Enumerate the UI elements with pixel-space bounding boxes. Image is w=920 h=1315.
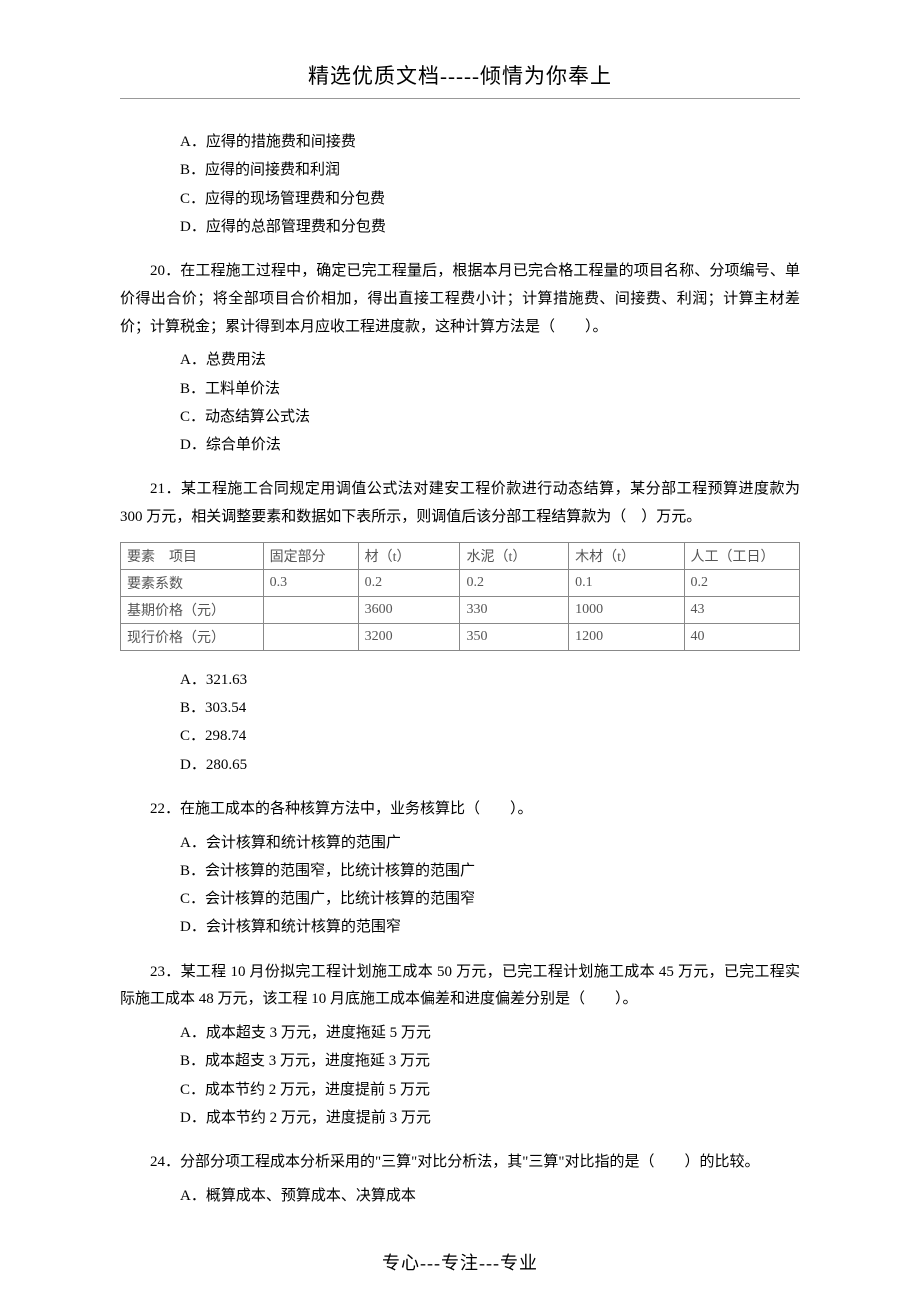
table-row: 现行价格（元） 3200 350 1200 40: [121, 623, 800, 650]
q20-option-c: C．动态结算公式法: [180, 404, 800, 430]
q23-option-d: D．成本节约 2 万元，进度提前 3 万元: [180, 1105, 800, 1131]
table-cell: 3600: [358, 596, 460, 623]
q22-option-b: B．会计核算的范围窄，比统计核算的范围广: [180, 858, 800, 884]
table-cell: 1200: [569, 623, 684, 650]
q24-option-a: A．概算成本、预算成本、决算成本: [180, 1183, 800, 1209]
q19-option-b: B．应得的间接费和利润: [180, 157, 800, 183]
q20-option-b: B．工料单价法: [180, 376, 800, 402]
q23-option-b: B．成本超支 3 万元，进度拖延 3 万元: [180, 1048, 800, 1074]
q19-option-d: D．应得的总部管理费和分包费: [180, 214, 800, 240]
q20-option-d: D．综合单价法: [180, 432, 800, 458]
table-cell: 基期价格（元）: [121, 596, 264, 623]
q24-options: A．概算成本、预算成本、决算成本: [180, 1183, 800, 1209]
table-cell: 40: [684, 623, 799, 650]
table-row: 要素 项目 固定部分 材（t） 水泥（t） 木材（t） 人工（工日）: [121, 542, 800, 569]
table-cell: 固定部分: [263, 542, 358, 569]
table-cell: 43: [684, 596, 799, 623]
q22-options: A．会计核算和统计核算的范围广 B．会计核算的范围窄，比统计核算的范围广 C．会…: [180, 830, 800, 941]
q23-options: A．成本超支 3 万元，进度拖延 5 万元 B．成本超支 3 万元，进度拖延 3…: [180, 1020, 800, 1131]
table-cell: 0.1: [569, 569, 684, 596]
q19-option-a: A．应得的措施费和间接费: [180, 129, 800, 155]
q22-text: 22．在施工成本的各种核算方法中，业务核算比（ ）。: [120, 796, 800, 824]
page-footer: 专心---专注---专业: [120, 1249, 800, 1275]
table-cell: 材（t）: [358, 542, 460, 569]
page-header: 精选优质文档-----倾情为你奉上: [120, 60, 800, 99]
table-row: 基期价格（元） 3600 330 1000 43: [121, 596, 800, 623]
table-row: 要素系数 0.3 0.2 0.2 0.1 0.2: [121, 569, 800, 596]
q21-text: 21．某工程施工合同规定用调值公式法对建安工程价款进行动态结算，某分部工程预算进…: [120, 476, 800, 532]
q22-option-c: C．会计核算的范围广，比统计核算的范围窄: [180, 886, 800, 912]
q23-option-c: C．成本节约 2 万元，进度提前 5 万元: [180, 1077, 800, 1103]
table-cell: 350: [460, 623, 569, 650]
table-cell: 水泥（t）: [460, 542, 569, 569]
table-cell: 0.2: [358, 569, 460, 596]
q23-text: 23．某工程 10 月份拟完工程计划施工成本 50 万元，已完工程计划施工成本 …: [120, 959, 800, 1015]
q20-text: 20．在工程施工过程中，确定已完工程量后，根据本月已完合格工程量的项目名称、分项…: [120, 258, 800, 341]
table-cell: 330: [460, 596, 569, 623]
document-page: 精选优质文档-----倾情为你奉上 A．应得的措施费和间接费 B．应得的间接费和…: [0, 0, 920, 1315]
table-cell: 0.2: [684, 569, 799, 596]
q21-option-c: C．298.74: [180, 723, 800, 749]
q20-option-a: A．总费用法: [180, 347, 800, 373]
q21-option-b: B．303.54: [180, 695, 800, 721]
q19-options: A．应得的措施费和间接费 B．应得的间接费和利润 C．应得的现场管理费和分包费 …: [180, 129, 800, 240]
q22-option-d: D．会计核算和统计核算的范围窄: [180, 914, 800, 940]
table-cell: 0.2: [460, 569, 569, 596]
q21-options: A．321.63 B．303.54 C．298.74 D．280.65: [180, 667, 800, 778]
table-cell: 0.3: [263, 569, 358, 596]
q21-option-d: D．280.65: [180, 752, 800, 778]
q21-option-a: A．321.63: [180, 667, 800, 693]
q21-table: 要素 项目 固定部分 材（t） 水泥（t） 木材（t） 人工（工日） 要素系数 …: [120, 542, 800, 651]
table-cell: 要素系数: [121, 569, 264, 596]
q22-option-a: A．会计核算和统计核算的范围广: [180, 830, 800, 856]
q23-option-a: A．成本超支 3 万元，进度拖延 5 万元: [180, 1020, 800, 1046]
table-cell: 3200: [358, 623, 460, 650]
table-cell: 木材（t）: [569, 542, 684, 569]
table-cell: 人工（工日）: [684, 542, 799, 569]
table-cell: 现行价格（元）: [121, 623, 264, 650]
q19-option-c: C．应得的现场管理费和分包费: [180, 186, 800, 212]
table-cell: 1000: [569, 596, 684, 623]
table-cell: [263, 596, 358, 623]
table-cell: [263, 623, 358, 650]
table-cell: 要素 项目: [121, 542, 264, 569]
q20-options: A．总费用法 B．工料单价法 C．动态结算公式法 D．综合单价法: [180, 347, 800, 458]
q24-text: 24．分部分项工程成本分析采用的"三算"对比分析法，其"三算"对比指的是（ ）的…: [120, 1149, 800, 1177]
